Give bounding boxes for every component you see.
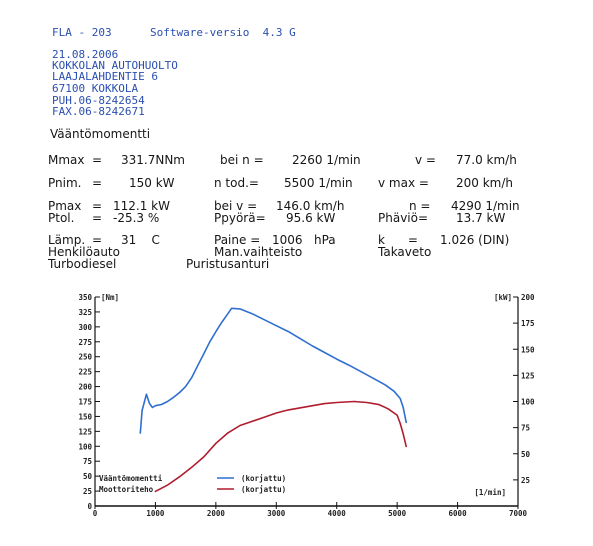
phavio-value: 13.7 kW: [456, 211, 506, 225]
x-tick-label: 5000: [388, 509, 407, 518]
company-name: KOKKOLAN AUTOHUOLTO: [52, 59, 178, 72]
chart-series: [139, 307, 408, 493]
left-tick-label: 200: [78, 383, 92, 392]
torque-line: [139, 307, 408, 434]
paine-value: 1006 hPa: [272, 233, 336, 247]
ptol-value: -25.3 %: [113, 211, 160, 225]
report-title: Vääntömomentti: [50, 127, 151, 141]
drive-type: Takaveto: [378, 245, 432, 259]
left-tick-label: 275: [78, 338, 92, 347]
left-tick-label: 325: [78, 308, 92, 317]
pmax-rpm-value: 4290 1/min: [451, 199, 520, 213]
pnim-label: Pnim.: [48, 176, 82, 190]
chart-frame: 0255075100125150175200225250275300325350…: [78, 293, 535, 518]
mmax-speed-label: v =: [415, 153, 436, 167]
power-line: [154, 400, 408, 493]
ppyora-label: Ppyörä=: [214, 211, 266, 225]
pmax-eq: =: [92, 199, 103, 213]
pnim-value: 150 kW: [129, 176, 175, 190]
mmax-rpm-value: 2260 1/min: [292, 153, 361, 167]
left-tick-label: 175: [78, 398, 92, 407]
left-tick-label: 300: [78, 323, 92, 332]
pnim-eq: =: [92, 176, 103, 190]
legend-suffix: (korjattu): [241, 474, 286, 483]
x-tick-label: 6000: [449, 509, 468, 518]
left-tick-label: 25: [83, 487, 92, 496]
left-tick-label: 350: [78, 293, 92, 302]
right-tick-label: 125: [521, 371, 535, 380]
vmax-value: 200 km/h: [456, 176, 514, 190]
date: 21.08.2006: [52, 48, 119, 61]
left-tick-label: 250: [78, 353, 92, 362]
paine-label: Paine =: [214, 233, 261, 247]
pmax-label: Pmax: [48, 199, 82, 213]
ntod-value: 5500 1/min: [284, 176, 353, 190]
phavio-label: Phäviö=: [378, 211, 429, 225]
x-tick-label: 3000: [267, 509, 286, 518]
pmax-speed-label: bei v =: [214, 199, 258, 213]
phone: PUH.06-8242654: [52, 94, 145, 107]
left-tick-label: 150: [78, 412, 92, 421]
mmax-eq: =: [92, 153, 103, 167]
ptol-label: Ptol.: [48, 211, 75, 225]
city: 67100 KOKKOLA: [52, 82, 139, 95]
x-tick-label: 7000: [509, 509, 528, 518]
fax: FAX.06-8242671: [52, 105, 145, 118]
chart-legend: Vääntömomentti (korjattu) Moottoriteho (kor…: [99, 474, 286, 494]
legend-name: Moottoriteho: [99, 485, 154, 494]
right-tick-label: 175: [521, 319, 535, 328]
x-tick-label: 2000: [207, 509, 226, 518]
left-tick-label: 75: [83, 457, 92, 466]
pmax-speed-value: 146.0 km/h: [276, 199, 345, 213]
gearbox-type: Man.vaihteisto: [214, 245, 303, 259]
legend-name: Vääntömomentti: [99, 474, 163, 483]
x-unit-label: [1/min]: [474, 488, 506, 497]
right-tick-label: 50: [521, 450, 531, 459]
lamp-value: 31 C: [121, 233, 160, 247]
left-unit-label: [Nm]: [101, 293, 119, 302]
x-tick-label: 0: [93, 509, 98, 518]
left-tick-label: 125: [78, 427, 92, 436]
vmax-label: v max =: [378, 176, 429, 190]
lamp-label: Lämp.: [48, 233, 86, 247]
k-value: 1.026 (DIN): [440, 233, 510, 247]
sensor-type: Puristusanturi: [186, 257, 270, 271]
model-label: FLA - 203: [52, 26, 112, 39]
ptol-eq: =: [92, 211, 103, 225]
left-tick-label: 50: [83, 472, 93, 481]
ntod-label: n tod.=: [214, 176, 259, 190]
left-tick-label: 100: [78, 442, 92, 451]
right-unit-label: [kW]: [494, 293, 512, 302]
ppyora-value: 95.6 kW: [286, 211, 336, 225]
k-label: k =: [378, 233, 418, 247]
legend-suffix: (korjattu): [241, 485, 286, 494]
pmax-value: 112.1 kW: [113, 199, 170, 213]
right-tick-label: 75: [521, 424, 530, 433]
x-tick-label: 4000: [328, 509, 347, 518]
right-tick-label: 100: [521, 398, 535, 407]
left-tick-label: 0: [87, 502, 92, 511]
vehicle-type: Henkilöauto: [48, 245, 120, 259]
mmax-speed-value: 77.0 km/h: [456, 153, 517, 167]
mmax-value: 331.7NNm: [121, 153, 185, 167]
mmax-label: Mmax: [48, 153, 85, 167]
right-tick-label: 150: [521, 345, 535, 354]
software-version: Software-versio 4.3 G: [150, 26, 296, 39]
left-tick-label: 225: [78, 368, 92, 377]
lamp-eq: =: [92, 233, 103, 247]
pmax-rpm-label: n =: [409, 199, 431, 213]
right-tick-label: 200: [521, 293, 535, 302]
street-address: LAAJALAHDENTIE 6: [52, 70, 158, 83]
right-tick-label: 25: [521, 476, 530, 485]
mmax-rpm-label: bei n =: [220, 153, 264, 167]
engine-type: Turbodiesel: [48, 257, 117, 271]
x-tick-label: 1000: [146, 509, 165, 518]
